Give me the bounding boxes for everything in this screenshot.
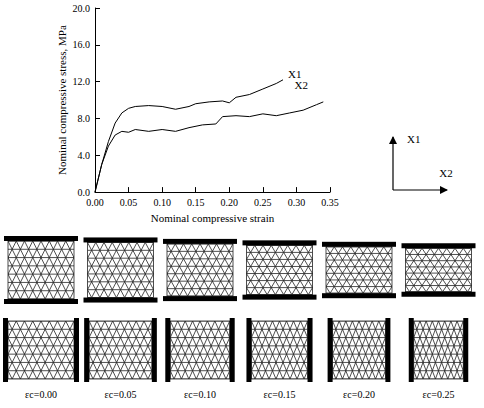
svg-text:0.35: 0.35 xyxy=(321,197,339,208)
svg-text:0.05: 0.05 xyxy=(120,197,138,208)
svg-text:εc=0.20: εc=0.20 xyxy=(343,389,375,400)
svg-text:X2: X2 xyxy=(439,167,452,179)
svg-text:Nominal compressive strain: Nominal compressive strain xyxy=(151,212,275,224)
svg-text:0.0: 0.0 xyxy=(77,186,90,198)
svg-text:X1: X1 xyxy=(288,68,301,80)
svg-text:4.0: 4.0 xyxy=(78,150,91,161)
svg-text:12.0: 12.0 xyxy=(73,76,91,87)
svg-text:εc=0.10: εc=0.10 xyxy=(184,389,216,400)
svg-text:8.0: 8.0 xyxy=(78,113,91,124)
svg-text:0.00: 0.00 xyxy=(86,197,104,208)
svg-text:εc=0.25: εc=0.25 xyxy=(423,389,455,400)
svg-text:Nominal compressive stress, MP: Nominal compressive stress, MPa xyxy=(56,25,68,175)
svg-text:0.20: 0.20 xyxy=(221,197,239,208)
svg-text:0.10: 0.10 xyxy=(153,197,171,208)
svg-text:X2: X2 xyxy=(295,79,308,91)
svg-text:0.15: 0.15 xyxy=(187,197,205,208)
svg-text:0.25: 0.25 xyxy=(254,197,272,208)
svg-text:εc=0.15: εc=0.15 xyxy=(264,389,296,400)
svg-text:20.0: 20.0 xyxy=(73,3,91,14)
svg-text:εc=0.05: εc=0.05 xyxy=(105,389,137,400)
svg-text:εc=0.00: εc=0.00 xyxy=(25,389,57,400)
svg-text:X1: X1 xyxy=(407,133,420,145)
svg-text:0.30: 0.30 xyxy=(288,197,306,208)
svg-text:16.0: 16.0 xyxy=(73,39,91,50)
